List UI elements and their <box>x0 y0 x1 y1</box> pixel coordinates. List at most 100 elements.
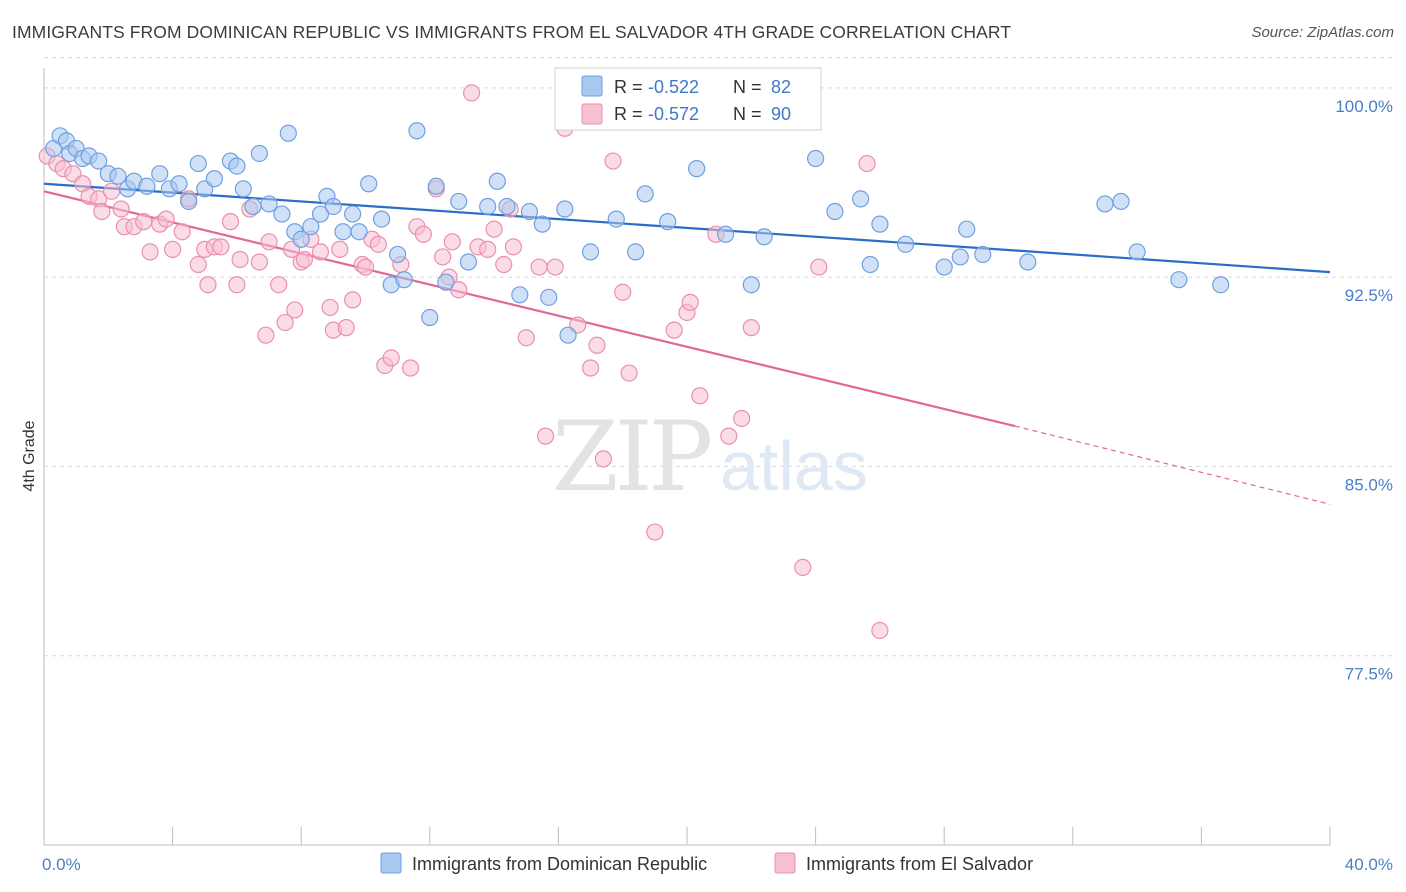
data-point-el-salvador <box>620 364 638 382</box>
data-point-dominican-republic <box>180 192 198 211</box>
data-point-el-salvador <box>112 200 130 218</box>
watermark: ZIP atlas <box>552 401 868 513</box>
data-point-el-salvador <box>858 154 876 173</box>
data-point-el-salvador <box>794 558 812 576</box>
data-point-dominican-republic <box>1019 253 1037 271</box>
data-point-dominican-republic <box>861 255 879 274</box>
legend: R = -0.522 N = 82 R = -0.572 N = 90 <box>554 67 822 131</box>
data-point-el-salvador <box>295 250 314 269</box>
data-point-el-salvador <box>231 250 249 269</box>
data-point-dominican-republic <box>389 245 407 264</box>
data-point-el-salvador <box>733 409 751 428</box>
data-point-dominican-republic <box>498 197 516 216</box>
legend-n-value-pink: 90 <box>771 104 791 124</box>
data-point-el-salvador <box>443 233 461 251</box>
watermark-zip: ZIP <box>552 401 711 513</box>
data-point-dominican-republic <box>559 326 577 344</box>
trendline-dominican-republic <box>43 182 1331 274</box>
gridlines <box>44 57 1393 657</box>
data-point-dominican-republic <box>189 154 207 173</box>
data-point-el-salvador <box>691 387 709 405</box>
data-point-dominican-republic <box>292 230 310 248</box>
chart-title: IMMIGRANTS FROM DOMINICAN REPUBLIC VS IM… <box>12 22 1012 42</box>
data-point-dominican-republic <box>533 215 551 233</box>
data-point-el-salvador <box>517 329 535 347</box>
data-point-dominican-republic <box>1212 276 1230 294</box>
data-point-el-salvador <box>485 220 503 238</box>
data-point-el-salvador <box>588 336 606 354</box>
data-point-dominican-republic <box>151 165 169 183</box>
data-point-el-salvador <box>462 84 481 102</box>
data-point-el-salvador <box>250 253 269 271</box>
data-point-dominican-republic <box>395 271 413 289</box>
y-tick-label: 85.0% <box>1345 475 1393 494</box>
data-point-dominican-republic <box>408 122 426 140</box>
data-point-dominican-republic <box>540 288 558 306</box>
data-point-el-salvador <box>311 243 330 261</box>
data-point-el-salvador <box>257 326 275 344</box>
bottom-legend-swatch-blue <box>380 852 402 874</box>
data-point-el-salvador <box>164 240 182 258</box>
legend-r-value-pink: -0.572 <box>648 104 699 124</box>
data-point-dominican-republic <box>450 192 468 211</box>
data-point-dominican-republic <box>205 170 223 188</box>
data-point-dominican-republic <box>742 276 760 294</box>
data-point-dominican-republic <box>974 245 992 264</box>
data-point-el-salvador <box>331 240 349 258</box>
series-dominican-republic <box>45 122 1230 344</box>
data-point-el-salvador <box>401 359 420 377</box>
data-point-el-salvador <box>495 255 513 274</box>
legend-n-label-blue: N = <box>733 77 762 97</box>
data-point-dominican-republic <box>244 197 262 216</box>
data-point-el-salvador <box>135 213 153 231</box>
trendlines <box>43 182 1331 505</box>
data-point-el-salvador <box>260 233 278 251</box>
data-point-el-salvador <box>321 298 339 317</box>
data-point-el-salvador <box>871 621 889 640</box>
data-point-el-salvador <box>270 276 288 294</box>
data-point-el-salvador <box>382 349 400 367</box>
data-point-dominican-republic <box>279 124 297 142</box>
data-point-el-salvador <box>173 223 191 241</box>
trendline-el-salvador <box>43 190 1016 428</box>
data-point-el-salvador <box>742 319 760 337</box>
axes <box>43 68 1331 846</box>
data-point-el-salvador <box>665 321 683 339</box>
data-point-el-salvador <box>228 276 246 294</box>
data-point-dominican-republic <box>360 175 378 193</box>
data-point-dominican-republic <box>228 157 246 175</box>
trendline-el-salvador-extension <box>1014 425 1331 505</box>
data-point-el-salvador <box>681 293 699 311</box>
data-point-dominican-republic <box>302 218 320 236</box>
data-point-dominican-republic <box>250 144 269 163</box>
data-point-el-salvador <box>141 243 159 261</box>
data-point-el-salvador <box>337 319 355 337</box>
data-point-dominican-republic <box>234 180 252 198</box>
data-point-dominican-republic <box>520 202 539 221</box>
data-point-el-salvador <box>344 291 362 309</box>
data-point-el-salvador <box>450 281 468 299</box>
data-point-dominican-republic <box>1096 195 1114 213</box>
data-point-dominican-republic <box>659 213 677 231</box>
data-point-el-salvador <box>157 210 175 228</box>
legend-swatch-pink <box>581 103 603 125</box>
data-point-el-salvador <box>189 255 207 274</box>
data-point-dominican-republic <box>1128 243 1146 261</box>
data-point-dominican-republic <box>755 228 773 246</box>
data-point-dominican-republic <box>852 190 870 208</box>
data-point-dominican-republic <box>488 172 506 190</box>
data-point-el-salvador <box>504 238 522 256</box>
data-point-dominican-republic <box>109 167 127 185</box>
data-point-dominican-republic <box>90 152 108 170</box>
data-point-el-salvador <box>276 313 294 332</box>
data-point-dominican-republic <box>334 223 352 241</box>
data-point-dominican-republic <box>607 210 625 228</box>
data-point-dominican-republic <box>437 273 455 291</box>
data-point-dominican-republic <box>581 243 600 261</box>
bottom-legend: Immigrants from Dominican Republic Immig… <box>380 852 1033 874</box>
series-el-salvador <box>38 84 889 640</box>
data-point-dominican-republic <box>170 175 188 193</box>
data-point-el-salvador <box>546 258 564 276</box>
data-point-dominican-republic <box>716 225 735 243</box>
data-point-el-salvador <box>810 258 828 276</box>
